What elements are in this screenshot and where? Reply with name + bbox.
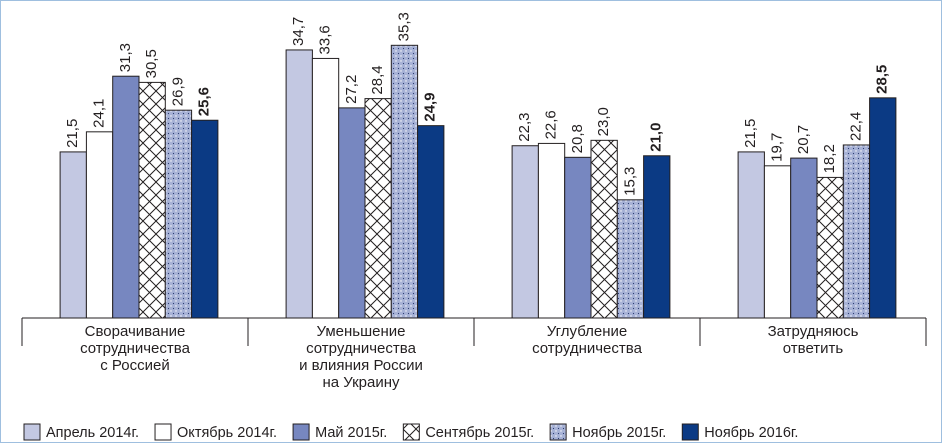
value-label: 34,7	[290, 17, 307, 46]
category-label: Углубление сотрудничества	[532, 323, 642, 357]
value-label: 27,2	[343, 75, 360, 104]
value-label: 30,5	[143, 49, 160, 78]
legend-label: Ноябрь 2016г.	[704, 425, 798, 441]
category-label: Уменьшение сотрудничества и влияния России…	[299, 323, 423, 391]
bar	[763, 165, 792, 319]
bar	[816, 176, 844, 319]
value-label: 18,2	[821, 144, 838, 173]
value-label: 22,3	[516, 113, 533, 142]
bar	[511, 145, 539, 319]
bar	[564, 156, 592, 319]
category-label: Затрудняюсь ответить	[768, 323, 859, 357]
legend-swatch	[549, 423, 567, 441]
value-label: 22,4	[847, 112, 864, 141]
value-label: 31,3	[117, 43, 134, 72]
legend-swatch	[154, 423, 172, 441]
legend-label: Сентябрь 2015г.	[425, 425, 534, 441]
value-label: 26,9	[169, 77, 186, 106]
bar	[338, 107, 366, 319]
bar	[191, 119, 219, 319]
legend-swatch	[681, 423, 699, 441]
bar	[590, 139, 618, 319]
legend-label: Апрель 2014г.	[46, 425, 139, 441]
value-label: 21,5	[742, 119, 759, 148]
bar	[85, 131, 114, 319]
bar	[537, 142, 566, 319]
legend-label: Май 2015г.	[315, 425, 387, 441]
value-label: 33,6	[317, 25, 334, 54]
bar	[616, 199, 645, 319]
category-label: Сворачивание сотрудничества с Россией	[80, 323, 190, 374]
value-label: 21,5	[64, 119, 81, 148]
value-label: 21,0	[648, 123, 665, 152]
bar	[138, 81, 166, 319]
bar	[364, 98, 392, 319]
bar	[643, 155, 671, 319]
bar	[737, 151, 765, 319]
bar	[112, 75, 140, 319]
value-label: 20,8	[569, 124, 586, 153]
bar	[790, 157, 818, 319]
bar	[311, 57, 340, 319]
legend-swatch	[402, 423, 420, 441]
value-label: 19,7	[769, 133, 786, 162]
value-label: 22,6	[543, 110, 560, 139]
legend-label: Октябрь 2014г.	[177, 425, 277, 441]
bar	[869, 97, 897, 319]
bar	[842, 144, 871, 319]
bar	[59, 151, 87, 319]
value-label: 25,6	[196, 87, 213, 116]
legend-swatch	[23, 423, 41, 441]
value-label: 20,7	[795, 125, 812, 154]
legend-label: Ноябрь 2015г.	[572, 425, 666, 441]
value-label: 15,3	[621, 167, 638, 196]
bar	[417, 125, 445, 319]
value-label: 24,9	[422, 92, 439, 121]
bar	[390, 44, 419, 319]
value-label: 23,0	[595, 107, 612, 136]
bar	[285, 49, 313, 319]
value-label: 24,1	[91, 99, 108, 128]
legend-swatch	[292, 423, 310, 441]
value-label: 35,3	[395, 12, 412, 41]
value-label: 28,5	[874, 65, 891, 94]
bar	[164, 109, 193, 319]
value-label: 28,4	[369, 65, 386, 94]
